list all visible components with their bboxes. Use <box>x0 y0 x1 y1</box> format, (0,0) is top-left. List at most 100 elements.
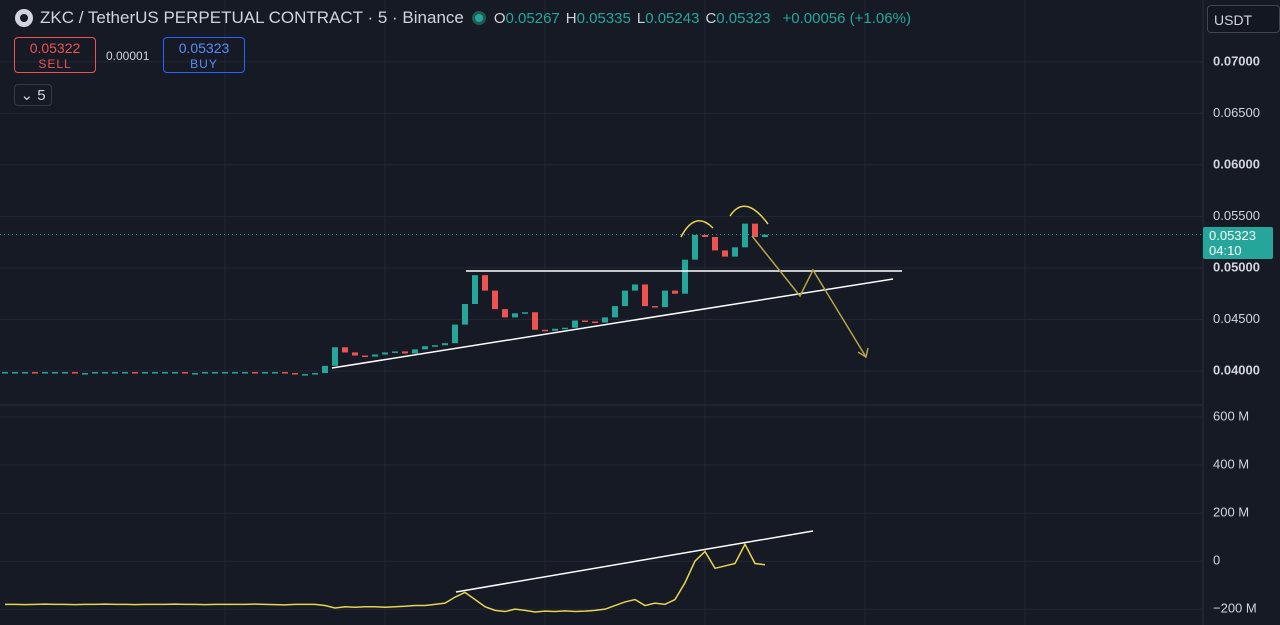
interval: 5 <box>37 87 46 104</box>
candle <box>312 373 318 375</box>
sell-label: SELL <box>38 57 72 71</box>
candle <box>52 372 58 374</box>
candle <box>282 372 288 374</box>
countdown: 04:10 <box>1209 242 1242 258</box>
candle <box>522 312 528 314</box>
ohlc-value: 0.05323 <box>716 9 771 27</box>
candle <box>572 320 578 328</box>
candle <box>362 355 368 358</box>
candle <box>652 306 658 308</box>
header: ZKC / TetherUS PERPETUAL CONTRACT · 5 · … <box>14 8 911 28</box>
candle <box>122 372 128 374</box>
candle <box>42 372 48 374</box>
candle <box>392 351 398 353</box>
interval-toggle[interactable]: ⌄ 5 <box>14 84 52 106</box>
candle <box>412 349 418 354</box>
candle <box>162 372 168 374</box>
buy-button[interactable]: 0.05323 BUY <box>163 37 245 73</box>
change: +0.00056 (+1.06%) <box>782 9 911 27</box>
candle <box>482 275 488 291</box>
candle <box>492 290 498 310</box>
candle <box>642 284 648 307</box>
candle <box>582 320 588 322</box>
candle <box>532 312 538 330</box>
candle <box>372 354 378 357</box>
vgrid <box>224 0 1026 625</box>
candle <box>32 372 38 374</box>
y-tick-label: 200 M <box>1213 505 1249 520</box>
candle <box>222 372 228 374</box>
ohlc-key: O <box>493 9 506 27</box>
candle <box>102 372 108 374</box>
candle <box>242 372 248 374</box>
ohlc-key: C <box>705 9 717 27</box>
candle <box>22 372 28 374</box>
candle <box>92 372 98 374</box>
candle <box>382 352 388 355</box>
y-tick-label: −200 M <box>1213 601 1257 616</box>
ohlc-value: 0.05243 <box>645 9 700 27</box>
candle <box>662 290 668 308</box>
buy-price: 0.05323 <box>178 40 230 56</box>
currency: USDT <box>1214 12 1253 28</box>
candle <box>272 372 278 374</box>
y-tick-label: 0.04000 <box>1213 362 1260 377</box>
candle <box>452 324 458 344</box>
candle <box>212 372 218 374</box>
candle <box>742 223 748 248</box>
candle <box>682 259 688 294</box>
candle <box>762 234 768 238</box>
y-tick-label: 0.05000 <box>1213 259 1260 274</box>
candle <box>722 250 728 257</box>
candle <box>712 237 718 251</box>
candle <box>752 223 758 238</box>
symbol: ZKC / TetherUS PERPETUAL CONTRACT · 5 · … <box>40 8 464 27</box>
sell-price: 0.05322 <box>29 40 81 56</box>
candle <box>132 372 138 374</box>
ohlc-value: 0.05267 <box>505 9 560 27</box>
price-tag: 0.05323 04:10 <box>1203 226 1273 259</box>
candle <box>2 372 8 374</box>
candle <box>562 327 568 330</box>
y-tick-label: 600 M <box>1213 408 1249 423</box>
candle <box>262 372 268 374</box>
candle <box>62 372 68 374</box>
status-dot <box>471 11 486 25</box>
candle <box>442 343 448 346</box>
logo <box>15 9 33 27</box>
candle <box>172 372 178 374</box>
candle <box>352 352 358 356</box>
candle <box>432 345 438 347</box>
candle <box>692 234 698 260</box>
candle <box>602 317 608 323</box>
y-tick-label: 0 <box>1213 553 1220 568</box>
candle <box>72 372 78 374</box>
candle <box>322 365 328 374</box>
sell-button[interactable]: 0.05322 SELL <box>14 37 96 73</box>
candle <box>592 321 598 324</box>
candle <box>732 247 738 257</box>
candle <box>542 329 548 332</box>
candle <box>612 306 618 318</box>
y-tick-label: 0.04500 <box>1213 311 1260 326</box>
candle <box>252 372 258 374</box>
y-tick-label: 0.06500 <box>1213 105 1260 120</box>
candle <box>512 313 518 318</box>
candle <box>142 372 148 374</box>
indicator-line <box>5 542 766 613</box>
candle <box>302 374 308 376</box>
candle <box>702 234 708 238</box>
candle <box>502 309 508 318</box>
candle <box>182 372 188 374</box>
spread: 0.00001 <box>106 49 150 63</box>
candle <box>632 284 638 291</box>
y-tick-label: 0.06000 <box>1213 156 1260 171</box>
ohlc-key: H <box>565 9 577 27</box>
candle <box>12 372 18 374</box>
currency-select[interactable]: USDT <box>1207 5 1280 33</box>
candle <box>82 373 88 375</box>
candle <box>292 373 298 375</box>
candle <box>342 347 348 353</box>
